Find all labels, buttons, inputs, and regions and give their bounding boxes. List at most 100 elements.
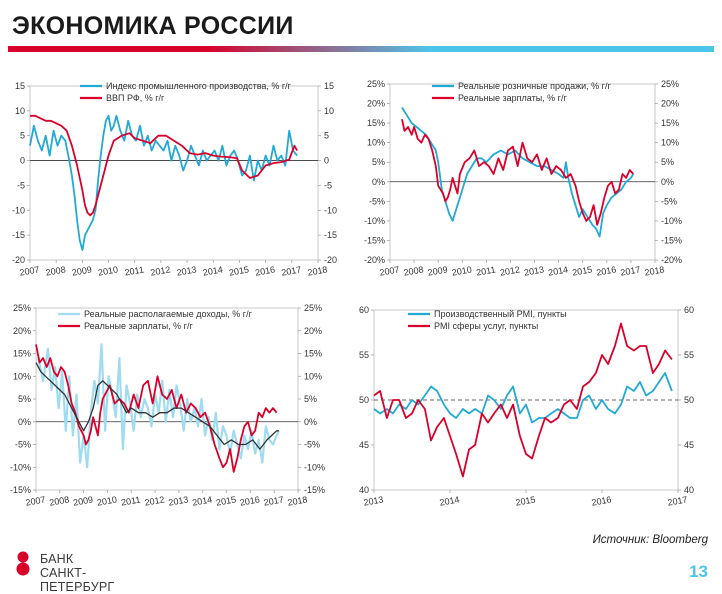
- x-tick-label: 2014: [191, 494, 212, 507]
- y-tick-label-left: 25%: [367, 79, 385, 89]
- y-tick-label-right: 15%: [661, 118, 679, 128]
- y-tick-label-left: 15%: [13, 349, 31, 359]
- x-tick-label: 2013: [523, 264, 544, 277]
- y-tick-label-right: 15%: [304, 349, 322, 359]
- y-tick-label-right: 0%: [304, 417, 317, 427]
- x-tick-label: 2010: [96, 494, 117, 507]
- y-tick-label-left: -20: [12, 255, 25, 265]
- legend-label: PMI сферы услуг, пункты: [434, 321, 538, 331]
- y-tick-label-left: 20%: [13, 326, 31, 336]
- y-tick-label-right: -10%: [304, 462, 325, 472]
- x-tick-label: 2015: [228, 264, 249, 277]
- y-tick-label-left: -10%: [10, 462, 31, 472]
- y-tick-label-right: 5%: [304, 394, 317, 404]
- x-tick-label: 2017: [620, 264, 641, 277]
- x-tick-label: 2013: [176, 264, 197, 277]
- x-tick-label: 2018: [287, 494, 308, 507]
- y-tick-label-right: 45: [684, 440, 694, 450]
- y-tick-label-right: 40: [684, 485, 694, 495]
- x-tick-label: 2009: [72, 494, 93, 507]
- series-line-3: [35, 362, 279, 450]
- legend-label: Индекс промышленного производства, % г/г: [106, 81, 292, 91]
- x-tick-label: 2011: [124, 264, 145, 277]
- y-tick-label-right: 10%: [661, 138, 679, 148]
- x-tick-label: 2012: [150, 264, 171, 277]
- series-line-2: [401, 119, 634, 226]
- x-tick-label: 2017: [667, 494, 688, 507]
- y-tick-label-right: 10: [324, 106, 334, 116]
- y-tick-label-left: 25%: [13, 303, 31, 313]
- series-line-1: [373, 372, 673, 424]
- x-tick-label: 2013: [168, 494, 189, 507]
- x-tick-label: 2017: [281, 264, 302, 277]
- y-tick-label-right: 15: [324, 81, 334, 91]
- title-underline: [8, 46, 714, 52]
- x-tick-label: 2009: [427, 264, 448, 277]
- x-tick-label: 2007: [379, 264, 400, 277]
- y-tick-label-left: 10%: [367, 138, 385, 148]
- x-tick-label: 2018: [307, 264, 328, 277]
- x-tick-label: 2007: [25, 494, 46, 507]
- y-tick-label-right: 5: [324, 131, 329, 141]
- x-tick-label: 2018: [644, 264, 665, 277]
- y-tick-label-left: 5%: [18, 394, 31, 404]
- y-tick-label-right: 55: [684, 350, 694, 360]
- y-tick-label-left: 5%: [372, 157, 385, 167]
- y-tick-label-right: -5%: [304, 440, 320, 450]
- x-tick-label: 2011: [475, 264, 496, 277]
- y-tick-label-left: 15: [15, 81, 25, 91]
- y-tick-label-left: 0: [20, 156, 25, 166]
- legend-label: Производственный PMI, пункты: [434, 309, 567, 319]
- x-tick-label: 2015: [515, 494, 536, 507]
- plot-frame: [29, 85, 319, 261]
- y-tick-label-right: -5%: [661, 196, 677, 206]
- y-tick-label-right: -10%: [661, 216, 682, 226]
- x-tick-label: 2011: [120, 494, 141, 507]
- x-tick-label: 2016: [596, 264, 617, 277]
- y-tick-label-left: 60: [359, 305, 369, 315]
- legend-label: Реальные зарплаты, % г/г: [84, 321, 193, 331]
- bank-name-line1: БАНК: [40, 552, 74, 566]
- y-tick-label-left: -15%: [10, 485, 31, 495]
- y-tick-label-right: 5%: [661, 157, 674, 167]
- x-tick-label: 2007: [19, 264, 40, 277]
- y-tick-label-left: -10%: [364, 216, 385, 226]
- plot-frame: [389, 83, 656, 261]
- y-tick-label-left: 45: [359, 440, 369, 450]
- y-tick-label-left: -5%: [15, 440, 31, 450]
- x-tick-label: 2016: [239, 494, 260, 507]
- y-tick-label-left: 55: [359, 350, 369, 360]
- x-tick-label: 2016: [254, 264, 275, 277]
- y-tick-label-right: 60: [684, 305, 694, 315]
- y-tick-label-left: 20%: [367, 99, 385, 109]
- y-tick-label-right: 50: [684, 395, 694, 405]
- legend-label: Реальные зарплаты, % г/г: [458, 93, 567, 103]
- y-tick-label-left: -15: [12, 230, 25, 240]
- bank-logo-icon: [16, 551, 30, 576]
- chart-income-wages: 25% 20% 15% 10% 5% 0% -5% -10% -15% 25% 20% 15% 10% 5…: [10, 303, 325, 508]
- legend-label: Реальные розничные продажи, % г/г: [458, 81, 611, 91]
- page-number: 13: [689, 562, 708, 581]
- y-tick-label-left: 40: [359, 485, 369, 495]
- y-tick-label-left: -5%: [369, 196, 385, 206]
- y-tick-label-right: -15%: [661, 235, 682, 245]
- x-tick-label: 2008: [45, 264, 66, 277]
- x-tick-label: 2015: [571, 264, 592, 277]
- x-tick-label: 2008: [49, 494, 70, 507]
- legend-label: ВВП РФ, % г/г: [106, 93, 165, 103]
- y-tick-label-right: 25%: [304, 303, 322, 313]
- y-tick-label-left: -10: [12, 205, 25, 215]
- x-tick-label: 2016: [591, 494, 612, 507]
- page-title: ЭКОНОМИКА РОССИИ: [12, 12, 294, 40]
- y-tick-label-right: 20%: [304, 326, 322, 336]
- x-tick-label: 2009: [71, 264, 92, 277]
- y-tick-label-left: 50: [359, 395, 369, 405]
- legend-label: Реальные располагаемые доходы, % г/г: [84, 309, 253, 319]
- y-tick-label-right: 0: [324, 156, 329, 166]
- series-line-1: [401, 107, 635, 238]
- x-tick-label: 2015: [215, 494, 236, 507]
- x-tick-label: 2014: [439, 494, 460, 507]
- y-tick-label-right: -15: [324, 230, 337, 240]
